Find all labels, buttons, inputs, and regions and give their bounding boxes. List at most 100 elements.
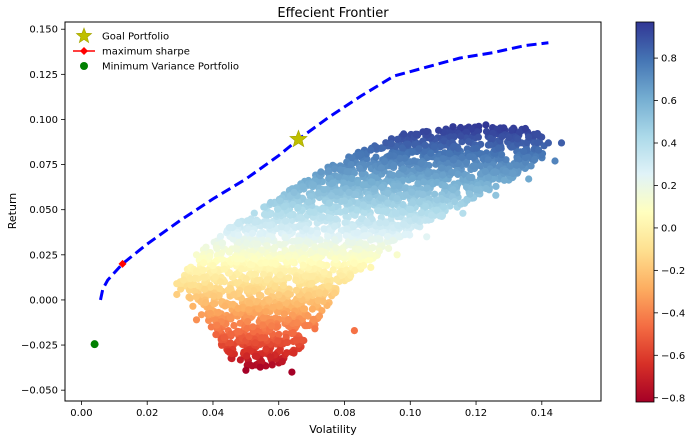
portfolio-point xyxy=(408,174,416,183)
portfolio-point xyxy=(280,310,288,318)
x-tick-label: 0.04 xyxy=(202,408,224,419)
portfolio-point xyxy=(263,242,271,250)
portfolio-point xyxy=(266,221,274,229)
portfolio-point xyxy=(259,270,268,278)
portfolio-point xyxy=(288,258,296,266)
portfolio-point xyxy=(234,304,242,313)
portfolio-point xyxy=(419,190,427,199)
portfolio-point xyxy=(216,285,224,293)
portfolio-point xyxy=(211,273,219,281)
y-tick-label: 0.125 xyxy=(29,70,58,81)
portfolio-point xyxy=(200,274,208,282)
portfolio-point xyxy=(399,200,407,209)
portfolio-point xyxy=(389,171,397,179)
portfolio-point xyxy=(290,188,298,196)
portfolio-point xyxy=(262,259,270,267)
portfolio-point xyxy=(251,352,259,360)
portfolio-point xyxy=(248,362,256,370)
portfolio-point xyxy=(454,170,462,178)
portfolio-point xyxy=(293,336,301,344)
portfolio-point xyxy=(377,194,385,202)
portfolio-point xyxy=(341,219,349,227)
colorbar-gradient xyxy=(635,21,655,403)
portfolio-point xyxy=(551,157,559,165)
portfolio-point xyxy=(186,275,194,283)
portfolio-point xyxy=(500,176,508,184)
portfolio-point xyxy=(420,147,428,155)
portfolio-point xyxy=(180,276,188,284)
portfolio-point xyxy=(340,197,349,205)
portfolio-point xyxy=(292,286,300,294)
portfolio-point xyxy=(225,348,233,356)
legend-label: maximum sharpe xyxy=(102,47,190,58)
portfolio-point xyxy=(544,139,553,147)
portfolio-point xyxy=(226,339,234,347)
portfolio-point xyxy=(250,287,258,295)
portfolio-point xyxy=(266,211,274,219)
portfolio-point xyxy=(475,122,483,130)
y-tick-label: 0.075 xyxy=(29,160,58,171)
y-tick-label: 0.025 xyxy=(29,250,58,261)
portfolio-point xyxy=(344,168,352,176)
portfolio-point xyxy=(245,216,253,225)
portfolio-point xyxy=(326,227,334,235)
portfolio-point xyxy=(290,349,298,357)
portfolio-point xyxy=(451,198,459,206)
portfolio-point xyxy=(372,153,380,161)
portfolio-point xyxy=(379,144,387,152)
portfolio-point xyxy=(301,244,309,252)
portfolio-point xyxy=(441,182,449,190)
portfolio-point xyxy=(319,213,327,221)
portfolio-point xyxy=(314,297,322,305)
x-tick-label: 0.12 xyxy=(465,408,487,419)
portfolio-point xyxy=(173,290,181,299)
portfolio-point xyxy=(318,307,326,315)
portfolio-point xyxy=(325,199,333,207)
portfolio-point xyxy=(315,288,323,297)
portfolio-point xyxy=(531,155,539,163)
portfolio-point xyxy=(424,170,432,178)
portfolio-point xyxy=(192,316,201,324)
portfolio-point xyxy=(244,318,252,326)
y-axis-label: Return xyxy=(6,193,19,230)
portfolio-point xyxy=(284,290,292,298)
portfolio-point xyxy=(376,219,384,227)
portfolio-point xyxy=(216,232,225,241)
portfolio-point xyxy=(482,184,490,193)
portfolio-point xyxy=(400,130,408,138)
portfolio-point xyxy=(288,244,296,252)
portfolio-point xyxy=(225,248,233,256)
y-tick-label: 0.100 xyxy=(29,115,58,126)
portfolio-point xyxy=(233,245,241,253)
portfolio-point xyxy=(356,164,364,173)
portfolio-point xyxy=(457,132,465,140)
portfolio-point xyxy=(350,169,358,177)
portfolio-point xyxy=(404,140,412,148)
portfolio-point xyxy=(462,158,471,166)
portfolio-point xyxy=(256,363,264,371)
portfolio-point xyxy=(408,188,416,196)
portfolio-point xyxy=(448,168,456,176)
efficient-frontier-line xyxy=(99,41,549,301)
portfolio-point xyxy=(248,229,257,237)
portfolio-point xyxy=(382,219,390,227)
portfolio-point xyxy=(260,210,269,218)
portfolio-point xyxy=(482,121,490,129)
portfolio-point xyxy=(243,352,251,360)
portfolio-point xyxy=(221,302,229,310)
portfolio-point xyxy=(242,366,250,374)
legend-label: Goal Portfolio xyxy=(102,32,169,43)
portfolio-point xyxy=(267,198,275,207)
portfolio-point xyxy=(245,306,253,314)
portfolio-point xyxy=(332,215,340,223)
portfolio-point xyxy=(202,243,210,251)
portfolio-point xyxy=(313,229,322,237)
portfolio-point xyxy=(332,275,341,284)
portfolio-point xyxy=(275,308,283,316)
plot-frame xyxy=(64,21,602,402)
portfolio-point xyxy=(263,276,271,284)
portfolio-point xyxy=(210,300,218,308)
portfolio-point xyxy=(437,164,446,172)
portfolio-point xyxy=(398,208,406,216)
portfolio-point xyxy=(342,212,350,220)
